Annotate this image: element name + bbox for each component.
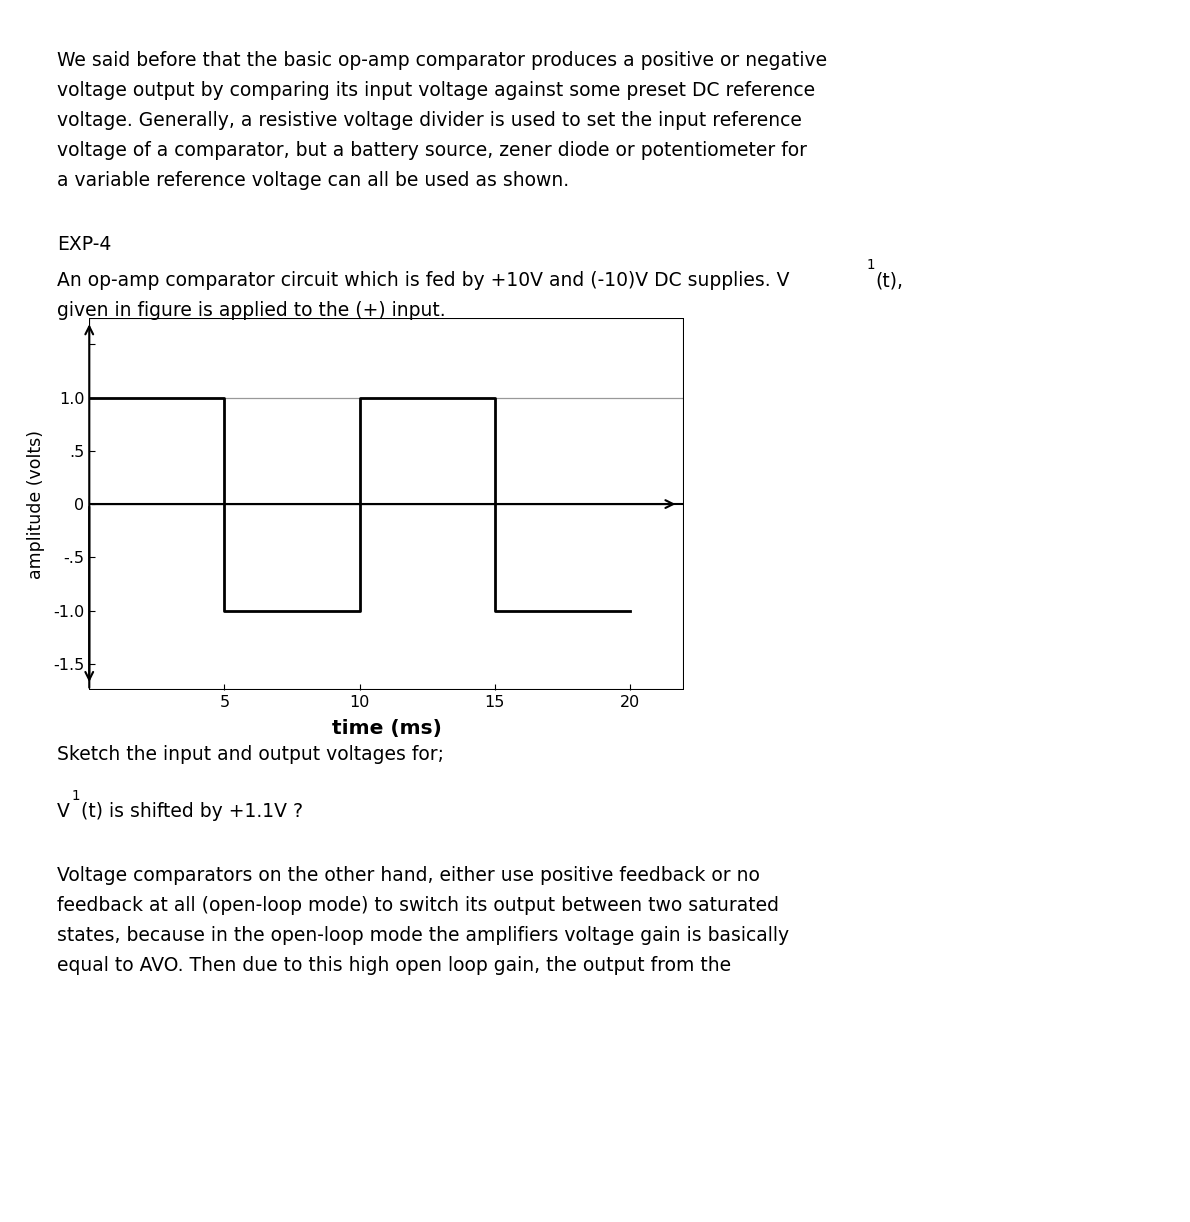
Text: voltage output by comparing its input voltage against some preset DC reference: voltage output by comparing its input vo… xyxy=(57,81,815,100)
Bar xyxy=(89,318,684,690)
Text: equal to AVO. Then due to this high open loop gain, the output from the: equal to AVO. Then due to this high open… xyxy=(57,957,731,975)
Text: V: V xyxy=(57,803,70,821)
Text: feedback at all (open-loop mode) to switch its output between two saturated: feedback at all (open-loop mode) to swit… xyxy=(57,897,779,915)
Text: EXP-4: EXP-4 xyxy=(57,236,112,254)
Text: given in figure is applied to the (+) input.: given in figure is applied to the (+) in… xyxy=(57,302,446,320)
X-axis label: time (ms): time (ms) xyxy=(332,719,441,738)
Text: Sketch the input and output voltages for;: Sketch the input and output voltages for… xyxy=(57,745,444,765)
Text: a variable reference voltage can all be used as shown.: a variable reference voltage can all be … xyxy=(57,171,569,191)
Y-axis label: amplitude (volts): amplitude (volts) xyxy=(27,430,45,578)
Text: voltage. Generally, a resistive voltage divider is used to set the input referen: voltage. Generally, a resistive voltage … xyxy=(57,111,802,131)
Text: An op-amp comparator circuit which is fed by +10V and (-10)V DC supplies. V: An op-amp comparator circuit which is fe… xyxy=(57,271,790,291)
Text: 1: 1 xyxy=(71,788,80,803)
Text: voltage of a comparator, but a battery source, zener diode or potentiometer for: voltage of a comparator, but a battery s… xyxy=(57,142,807,160)
Text: 1: 1 xyxy=(866,258,875,271)
Text: states, because in the open-loop mode the amplifiers voltage gain is basically: states, because in the open-loop mode th… xyxy=(57,926,789,946)
Text: (t) is shifted by +1.1V ?: (t) is shifted by +1.1V ? xyxy=(81,803,303,821)
Text: We said before that the basic op-amp comparator produces a positive or negative: We said before that the basic op-amp com… xyxy=(57,51,827,71)
Text: Voltage comparators on the other hand, either use positive feedback or no: Voltage comparators on the other hand, e… xyxy=(57,866,760,886)
Text: (t),: (t), xyxy=(876,271,904,291)
